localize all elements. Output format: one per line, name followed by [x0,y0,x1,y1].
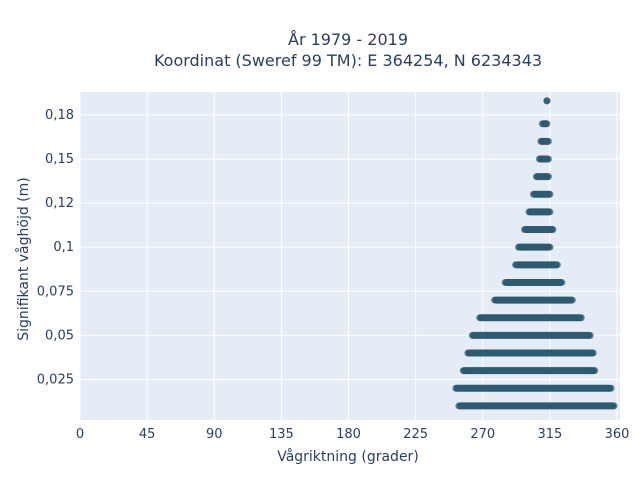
data-point [610,402,618,410]
chart-title-line2: Koordinat (Sweref 99 TM): E 364254, N 62… [154,51,542,70]
data-point [586,331,594,339]
data-point [543,97,551,105]
data-band [522,226,555,234]
data-point [549,226,557,234]
chart-title-line1: År 1979 - 2019 [288,30,408,49]
y-tick-label: 0,15 [45,152,74,167]
data-point [512,261,520,269]
data-point [521,226,529,234]
y-tick-label: 0,075 [37,284,74,299]
data-point [589,349,597,357]
data-band [477,314,584,322]
x-tick-label: 0 [76,427,84,442]
y-tick-label: 0,12 [45,196,74,211]
x-axis-title: Vågriktning (grader) [277,448,419,465]
data-point [607,384,615,392]
x-tick-label: 180 [336,427,361,442]
data-point [544,173,552,181]
data-point [452,384,460,392]
data-point [491,296,499,304]
data-band [453,384,614,392]
data-point [577,314,585,322]
y-axis-title: Signifikant våghöjd (m) [15,177,32,340]
x-tick-label: 225 [403,427,428,442]
data-band [456,402,617,410]
data-band [516,243,552,251]
data-point [568,296,576,304]
data-band [465,349,596,357]
data-point [537,137,545,145]
data-point [525,208,533,216]
data-band [503,278,564,286]
x-tick-label: 90 [206,427,223,442]
x-tick-label: 270 [470,427,495,442]
data-point [543,120,551,128]
data-point [455,402,463,410]
y-tick-label: 0,1 [53,240,74,255]
data-band [470,331,593,339]
x-tick-label: 135 [269,427,294,442]
y-axis-ticks: 0,025 0,05 0,075 0,1 0,12 0,15 0,18 [37,108,74,388]
data-point [532,173,540,181]
x-tick-label: 360 [605,427,630,442]
x-tick-label: 315 [537,427,562,442]
data-point [476,314,484,322]
data-point [558,278,566,286]
data-point [464,349,472,357]
data-point [544,155,552,163]
y-tick-label: 0,05 [45,328,74,343]
data-point [546,190,554,198]
x-axis-ticks: 0 45 90 135 180 225 270 315 360 [76,427,630,442]
data-point [515,243,523,251]
data-point [546,243,554,251]
data-point [546,208,554,216]
data-band [513,261,560,269]
data-point [591,367,599,375]
data-band [527,208,552,216]
data-points [452,97,618,410]
data-band [531,190,552,198]
data-band [461,367,597,375]
plot-area [80,92,620,420]
data-point [544,137,552,145]
data-point [553,261,561,269]
y-tick-label: 0,025 [37,372,74,387]
data-point [529,190,537,198]
data-point [501,278,509,286]
data-point [535,155,543,163]
data-point [468,331,476,339]
data-band [492,296,575,304]
y-tick-label: 0,18 [45,108,74,123]
x-tick-label: 45 [139,427,156,442]
data-point [459,367,467,375]
